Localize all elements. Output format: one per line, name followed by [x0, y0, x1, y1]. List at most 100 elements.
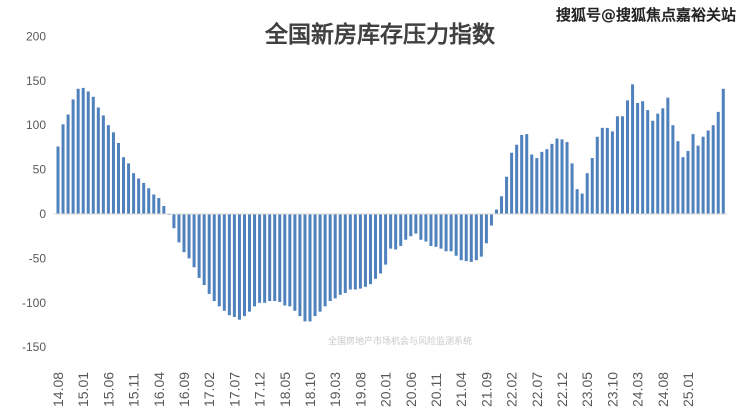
y-tick-label: 0 [39, 207, 46, 221]
bar [61, 124, 65, 214]
bar [374, 214, 378, 279]
bar [217, 214, 221, 307]
bar [273, 214, 277, 302]
bar [338, 214, 342, 295]
bar [434, 214, 438, 247]
bar [681, 157, 685, 214]
bar [711, 125, 715, 214]
bars [56, 84, 725, 322]
x-tick-label: 23.05 [579, 372, 595, 407]
y-tick-label: 50 [33, 163, 47, 177]
bar [419, 214, 423, 240]
bar [691, 134, 695, 214]
bar [575, 189, 579, 214]
x-tick-label: 15.01 [75, 372, 91, 407]
bar [560, 139, 564, 214]
bar [510, 152, 514, 214]
x-tick-label: 20.06 [403, 372, 419, 407]
bar [298, 214, 302, 317]
bar [358, 214, 362, 289]
bar [212, 214, 216, 302]
bar [127, 163, 131, 214]
bar [600, 127, 604, 214]
bar [626, 100, 630, 214]
bar [116, 142, 120, 214]
bar [197, 214, 201, 278]
bar [348, 214, 352, 290]
x-tick-label: 22.07 [529, 372, 545, 407]
bar [585, 173, 589, 214]
bar [66, 114, 70, 214]
x-tick-label: 17.12 [252, 372, 268, 407]
x-tick-label: 22.12 [554, 372, 570, 407]
bar [500, 196, 504, 214]
bar [646, 110, 650, 214]
bar [293, 214, 297, 311]
bar [222, 214, 226, 311]
y-tick-label: -50 [29, 251, 47, 265]
bar [641, 101, 645, 214]
bar [187, 214, 191, 259]
bar [278, 214, 282, 302]
bar [424, 214, 428, 242]
bar [666, 97, 670, 214]
bar [101, 115, 105, 214]
bar [515, 144, 519, 214]
bar [343, 214, 347, 294]
bar [389, 214, 393, 249]
y-tick-label: 200 [26, 29, 46, 43]
x-tick-label: 20.01 [378, 372, 394, 407]
bar [353, 214, 357, 290]
bar [449, 214, 453, 252]
bar [157, 198, 161, 214]
bar [86, 91, 90, 214]
bar [439, 214, 443, 249]
bar [454, 214, 458, 256]
x-tick-label: 18.10 [302, 372, 318, 407]
bar [656, 113, 660, 214]
bar [661, 108, 665, 214]
source-watermark: 搜狐号@搜狐焦点嘉裕关站 [556, 6, 736, 24]
bar [686, 150, 690, 214]
x-tick-label: 20.11 [428, 373, 444, 407]
x-tick-label: 18.05 [277, 372, 293, 407]
bar [177, 214, 181, 243]
bar [550, 143, 554, 214]
bar [494, 209, 498, 214]
bar [111, 132, 115, 214]
bar [459, 214, 463, 261]
x-tick-label: 22.02 [504, 372, 520, 407]
bar [313, 214, 317, 317]
bar [363, 214, 367, 287]
bar [545, 149, 549, 214]
bar [404, 214, 408, 240]
bar [258, 214, 262, 303]
bar [137, 178, 141, 214]
x-tick-label: 24.03 [630, 372, 646, 407]
y-tick-label: 150 [26, 74, 46, 88]
bar [540, 151, 544, 214]
bar [590, 158, 594, 214]
bar [651, 120, 655, 214]
bar [706, 130, 710, 214]
bar [71, 99, 75, 214]
bar [399, 214, 403, 246]
bar [56, 146, 60, 214]
bar [253, 214, 257, 307]
bar [409, 214, 413, 237]
bar [237, 214, 241, 320]
y-tick-label: -150 [22, 340, 46, 354]
bar [520, 134, 524, 214]
bar [227, 214, 231, 316]
bar [122, 157, 126, 214]
bar [202, 214, 206, 286]
x-axis: 14.08 15.01 15.06 15.11 16.04 16.09 17.02 17.07… [50, 372, 696, 407]
bar [605, 127, 609, 214]
bar [384, 214, 388, 265]
bar [81, 87, 85, 214]
bar [464, 214, 468, 262]
bar [555, 138, 559, 214]
bar [172, 214, 176, 229]
bar [620, 116, 624, 214]
